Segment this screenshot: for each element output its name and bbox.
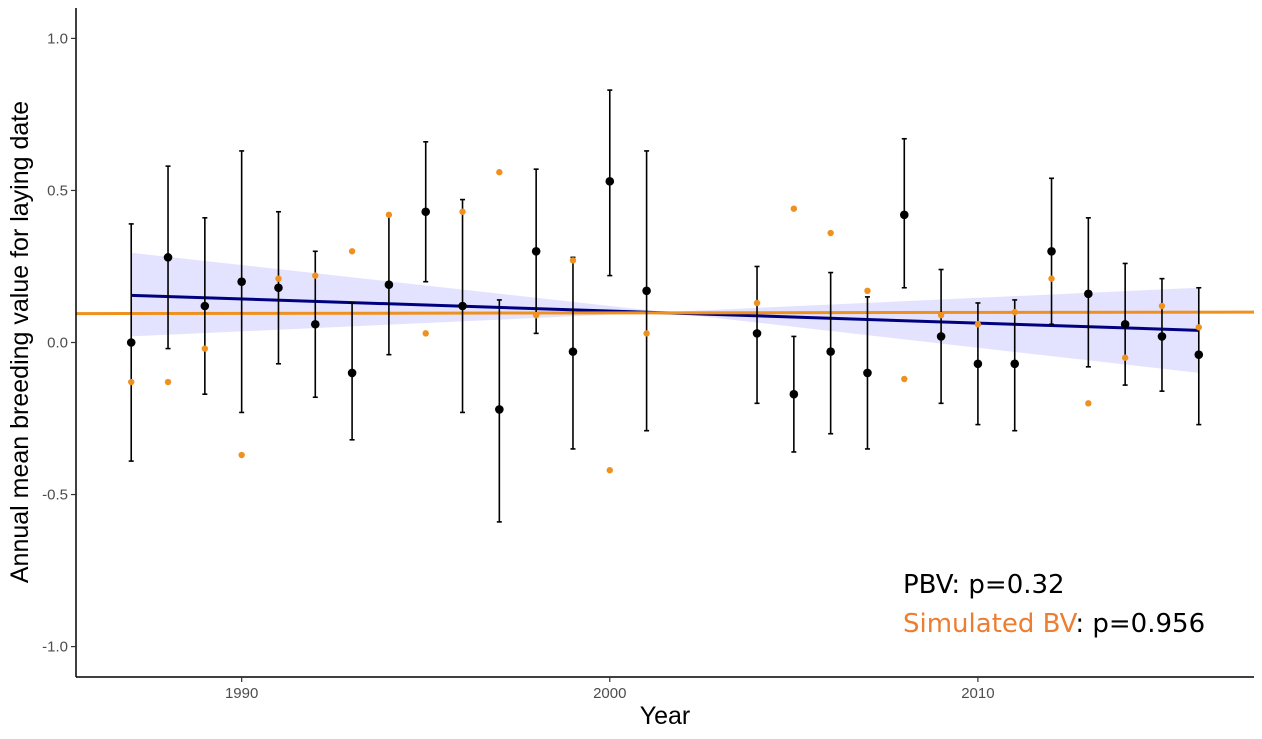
y-axis-title: Annual mean breeding value for laying da… [6, 101, 34, 583]
annotation-simulated-bv: Simulated BV: p=0.956 [903, 609, 1205, 639]
pbv-point [1194, 350, 1204, 359]
simulated-bv-point [1121, 354, 1129, 361]
simulated-bv-point [128, 378, 135, 386]
simulated-bv-point [864, 287, 871, 295]
simulated-bv-point [643, 330, 650, 337]
pbv-point [531, 246, 541, 256]
pbv-point [237, 277, 246, 286]
pbv-point [642, 286, 651, 296]
simulated-bv-point [790, 205, 798, 212]
pbv-point [384, 280, 394, 290]
confidence-band [131, 252, 1199, 373]
x-tick-label: 2000 [593, 685, 626, 702]
simulated-bv-point [753, 299, 761, 307]
simulated-bv-point [312, 272, 319, 279]
x-tick-label: 1990 [225, 685, 258, 702]
pbv-point [274, 283, 283, 293]
simulated-bv-point [606, 467, 613, 474]
y-tick-label: 1.0 [47, 30, 68, 47]
y-tick-label: 0.0 [47, 335, 68, 352]
pbv-point [789, 389, 799, 399]
pbv-point [347, 368, 357, 378]
pbv-point [200, 301, 210, 311]
y-tick-label: -0.5 [42, 487, 68, 504]
pbv-point [973, 359, 983, 369]
pbv-point [936, 332, 946, 341]
confidence-band-layer [131, 252, 1199, 373]
simulated-bv-point [901, 375, 908, 383]
simulated-bv-point [238, 451, 245, 459]
data-point-layer [126, 169, 1204, 474]
pbv-point [1084, 289, 1093, 299]
y-tick-label: 0.5 [47, 182, 68, 199]
annotation-pbv-label: PBV [903, 570, 954, 600]
annotation-simulated-bv-pvalue: : p=0.956 [1075, 609, 1205, 639]
pbv-point [1047, 246, 1056, 256]
pbv-point [826, 347, 835, 356]
pbv-point [310, 319, 320, 329]
simulated-bv-trend-line [75, 310, 1255, 316]
simulated-bv-point [201, 345, 209, 352]
simulated-bv-point [385, 211, 393, 218]
annotation-pbv: PBV: p=0.32 [903, 570, 1065, 600]
simulated-bv-point [974, 321, 982, 328]
simulated-bv-point [827, 229, 834, 237]
simulated-bv-point [422, 330, 429, 337]
pbv-point [568, 347, 578, 356]
simulated-bv-point [1158, 302, 1166, 310]
x-axis-ticks: 1990 2000 2010 [225, 677, 995, 702]
simulated-bv-point [1048, 275, 1055, 282]
pbv-point [421, 207, 431, 217]
simulated-bv-point [937, 311, 945, 319]
simulated-bv-point [1011, 308, 1018, 316]
pbv-point [605, 177, 615, 186]
pbv-point [863, 368, 872, 378]
annotation-simulated-bv-label: Simulated BV [903, 609, 1078, 639]
simulated-bv-point [1085, 400, 1092, 407]
trend-line-layer [75, 293, 1255, 332]
simulated-bv-point [532, 311, 540, 319]
pbv-point [752, 329, 762, 338]
pbv-point [495, 405, 504, 414]
simulated-bv-point [1195, 324, 1202, 331]
pbv-point [1157, 332, 1167, 341]
x-axis-title: Year [640, 702, 691, 730]
pbv-point [163, 253, 173, 262]
simulated-bv-point [348, 248, 356, 255]
simulated-bv-point [275, 275, 282, 282]
y-axis-ticks: 1.0 0.5 0.0 -0.5 -1.0 [42, 30, 76, 656]
simulated-bv-point [459, 208, 466, 215]
pbv-point [126, 338, 136, 347]
pbv-point [1120, 319, 1130, 329]
x-tick-label: 2010 [961, 685, 994, 702]
annotation-pbv-pvalue: : p=0.32 [951, 570, 1064, 600]
pbv-point [458, 301, 467, 311]
simulated-bv-point [164, 378, 172, 386]
simulated-bv-point [496, 169, 503, 176]
y-tick-label: -1.0 [42, 639, 68, 656]
pbv-point [899, 210, 909, 220]
simulated-bv-point [569, 257, 577, 264]
pbv-point [1010, 359, 1020, 369]
